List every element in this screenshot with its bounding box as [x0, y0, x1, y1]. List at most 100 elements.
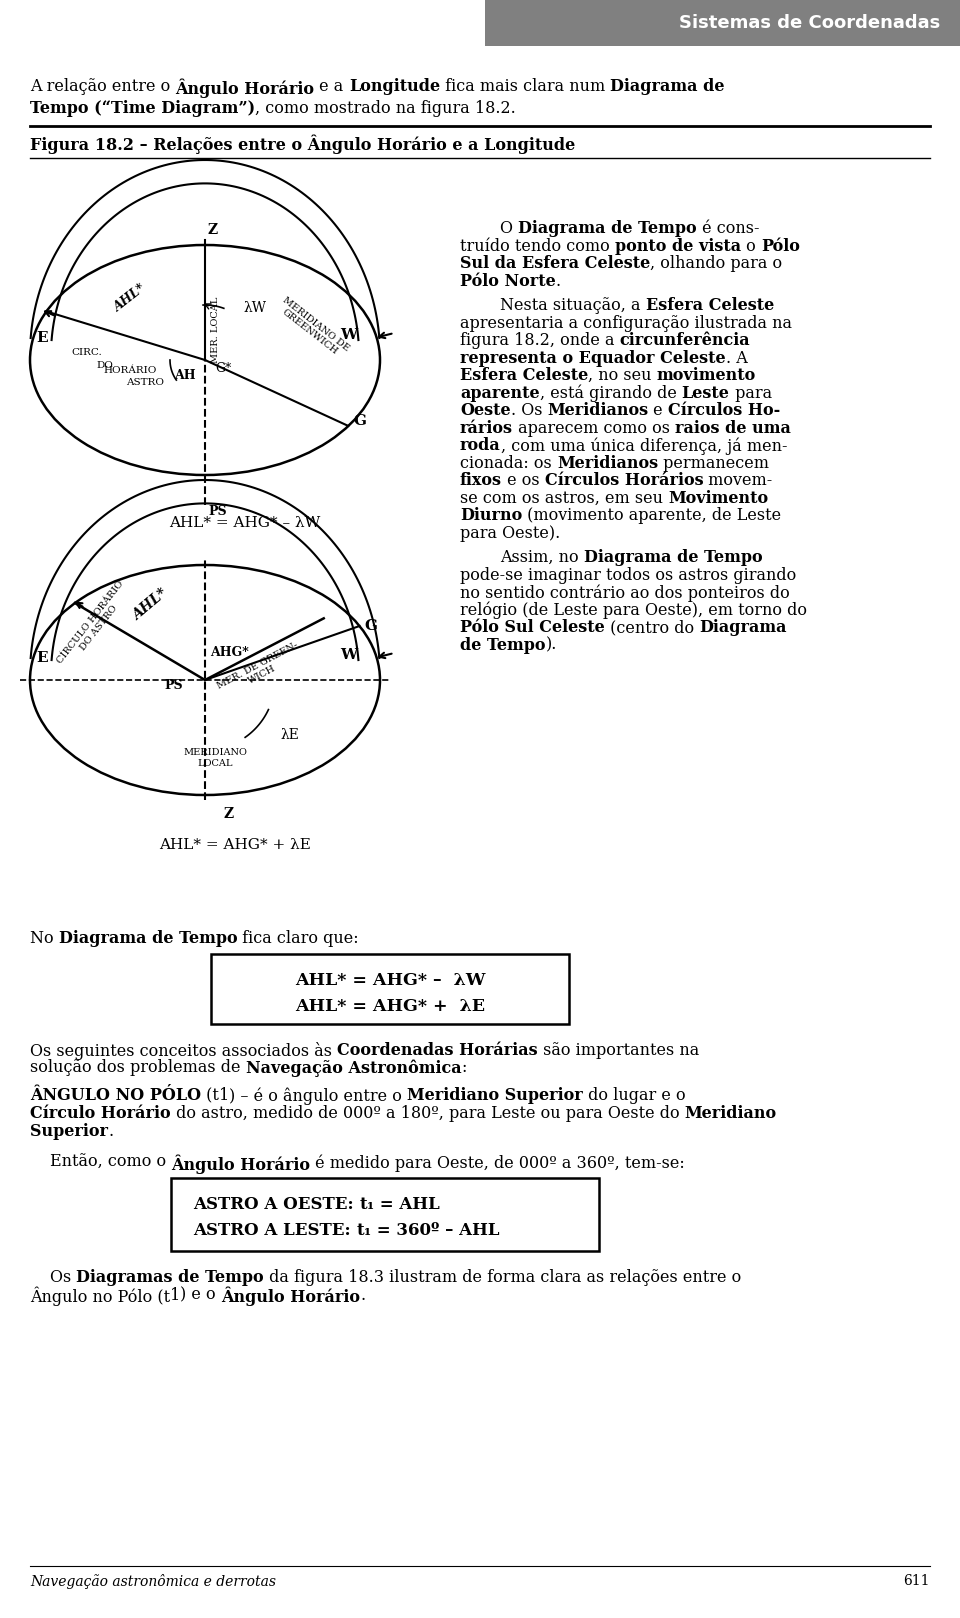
Text: Superior: Superior [30, 1123, 108, 1139]
Text: Leste: Leste [682, 385, 730, 401]
Text: para: para [730, 385, 772, 401]
Text: A relação entre o: A relação entre o [30, 78, 176, 95]
Text: MERIDIANO DE
GREENWICH: MERIDIANO DE GREENWICH [275, 294, 351, 361]
Text: Pólo: Pólo [761, 238, 800, 254]
Text: AHL*: AHL* [111, 282, 149, 314]
Text: G: G [365, 620, 377, 633]
Text: de Tempo: de Tempo [460, 636, 545, 654]
Text: rários: rários [460, 419, 513, 437]
Text: AHG*: AHG* [210, 646, 249, 659]
Text: Ângulo Horário: Ângulo Horário [171, 1154, 310, 1173]
Text: Longitude: Longitude [348, 78, 440, 95]
Text: = 360º – AHL: = 360º – AHL [372, 1222, 500, 1239]
Text: Diagrama: Diagrama [699, 620, 786, 636]
Text: No: No [30, 930, 59, 947]
Text: PS: PS [164, 678, 183, 691]
Text: t: t [359, 1196, 367, 1214]
Text: HORÁRIO: HORÁRIO [104, 366, 156, 374]
Text: Figura 18.2 – Relações entre o Ângulo Horário e a Longitude: Figura 18.2 – Relações entre o Ângulo Ho… [30, 134, 575, 154]
Text: , olhando para o: , olhando para o [650, 256, 782, 272]
Text: e a: e a [314, 78, 348, 95]
Text: G*: G* [215, 361, 231, 374]
Text: circunferência: circunferência [619, 332, 751, 349]
Text: W: W [340, 328, 357, 341]
Text: (movimento aparente, de Leste: (movimento aparente, de Leste [522, 506, 781, 524]
Text: Diagrama de: Diagrama de [611, 78, 725, 95]
Text: , está girando de: , está girando de [540, 385, 682, 401]
Text: da figura 18.3 ilustram de forma clara as relações entre o: da figura 18.3 ilustram de forma clara a… [264, 1269, 741, 1286]
Text: Os seguintes conceitos associados às: Os seguintes conceitos associados às [30, 1042, 337, 1060]
Text: O: O [500, 220, 518, 236]
Text: AHL* = AHG* + λE: AHL* = AHG* + λE [159, 838, 311, 853]
Text: λE: λE [280, 728, 300, 743]
Text: e os: e os [502, 472, 544, 489]
Text: Diurno: Diurno [460, 506, 522, 524]
Text: MER. LOCAL: MER. LOCAL [211, 296, 220, 362]
Text: truído tendo como: truído tendo como [460, 238, 614, 254]
Text: é cons-: é cons- [697, 220, 759, 236]
Text: Círculo Horário: Círculo Horário [30, 1105, 171, 1121]
Text: Os: Os [50, 1269, 77, 1286]
FancyBboxPatch shape [211, 955, 569, 1024]
Text: ASTRO: ASTRO [126, 377, 164, 387]
Text: Meridiano: Meridiano [684, 1105, 777, 1121]
Text: Círculos Ho-: Círculos Ho- [668, 401, 780, 419]
Text: ASTRO A OESTE:: ASTRO A OESTE: [193, 1196, 359, 1214]
Text: Meridiano Superior: Meridiano Superior [407, 1087, 583, 1105]
Text: do astro, medido de 000º a 180º, para Leste ou para Oeste do: do astro, medido de 000º a 180º, para Le… [171, 1105, 684, 1121]
Text: roda: roda [460, 437, 501, 455]
Text: Tempo (“Time Diagram”): Tempo (“Time Diagram”) [30, 100, 255, 116]
Text: é medido para Oeste, de 000º a 360º, tem-se:: é medido para Oeste, de 000º a 360º, tem… [310, 1154, 685, 1171]
Text: Navegação Astronômica: Navegação Astronômica [246, 1060, 461, 1078]
Text: ) e o: ) e o [180, 1286, 221, 1304]
Text: AHL*: AHL* [130, 586, 170, 623]
Text: Assim, no: Assim, no [500, 549, 584, 566]
Text: Meridianos: Meridianos [557, 455, 658, 471]
Text: são importantes na: são importantes na [538, 1042, 699, 1060]
Text: , como mostrado na figura 18.2.: , como mostrado na figura 18.2. [255, 100, 516, 116]
Text: MER. DE GREEN-
WICH: MER. DE GREEN- WICH [216, 641, 304, 699]
Text: Ângulo Horário: Ângulo Horário [221, 1286, 360, 1306]
Text: ponto de vista: ponto de vista [614, 238, 741, 254]
Text: movimento: movimento [657, 367, 756, 383]
Text: 1: 1 [170, 1286, 180, 1304]
Text: Sistemas de Coordenadas: Sistemas de Coordenadas [679, 15, 940, 32]
Text: Z: Z [208, 223, 218, 236]
Text: raios de uma: raios de uma [675, 419, 791, 437]
Text: W: W [340, 647, 357, 662]
Text: E: E [36, 332, 48, 345]
Text: ₁: ₁ [367, 1196, 374, 1214]
Text: Ângulo Horário: Ângulo Horário [176, 78, 314, 97]
FancyBboxPatch shape [171, 1178, 599, 1251]
Text: Pólo Sul Celeste: Pólo Sul Celeste [460, 620, 605, 636]
Text: Esfera Celeste: Esfera Celeste [646, 298, 774, 314]
Text: fica claro que:: fica claro que: [237, 930, 359, 947]
Text: figura 18.2, onde a: figura 18.2, onde a [460, 332, 619, 349]
Text: relógio (de Leste para Oeste), em torno do: relógio (de Leste para Oeste), em torno … [460, 602, 807, 620]
Text: λW: λW [243, 301, 266, 316]
Text: .: . [556, 272, 561, 290]
Text: ASTRO A LESTE:: ASTRO A LESTE: [193, 1222, 356, 1239]
Text: Z: Z [223, 807, 233, 820]
Text: solução dos problemas de: solução dos problemas de [30, 1060, 246, 1076]
Text: no sentido contrário ao dos ponteiros do: no sentido contrário ao dos ponteiros do [460, 584, 790, 602]
FancyBboxPatch shape [485, 0, 960, 45]
Text: PS: PS [208, 505, 227, 518]
Text: Meridianos: Meridianos [547, 401, 648, 419]
Text: movem-: movem- [704, 472, 773, 489]
Text: MERIDIANO
LOCAL: MERIDIANO LOCAL [183, 748, 247, 767]
Text: E: E [36, 650, 48, 665]
Text: AHL* = AHG* – λW: AHL* = AHG* – λW [169, 516, 321, 531]
Text: DO: DO [97, 361, 113, 369]
Text: (t: (t [202, 1087, 219, 1105]
Text: Diagramas de Tempo: Diagramas de Tempo [77, 1269, 264, 1286]
Text: CÍRCULO HORÁRIO
DO ASTRO: CÍRCULO HORÁRIO DO ASTRO [56, 579, 134, 671]
Text: AHL* = AHG* –  λW: AHL* = AHG* – λW [295, 972, 485, 989]
Text: para Oeste).: para Oeste). [460, 524, 561, 542]
Text: Diagrama de Tempo: Diagrama de Tempo [518, 220, 697, 236]
Text: Nesta situação, a: Nesta situação, a [500, 298, 646, 314]
Text: , no seu: , no seu [588, 367, 657, 383]
Text: AHL* = AHG* +  λE: AHL* = AHG* + λE [295, 998, 485, 1014]
Text: , com uma única diferença, já men-: , com uma única diferença, já men- [501, 437, 787, 455]
Text: apresentaria a configuração ilustrada na: apresentaria a configuração ilustrada na [460, 314, 792, 332]
